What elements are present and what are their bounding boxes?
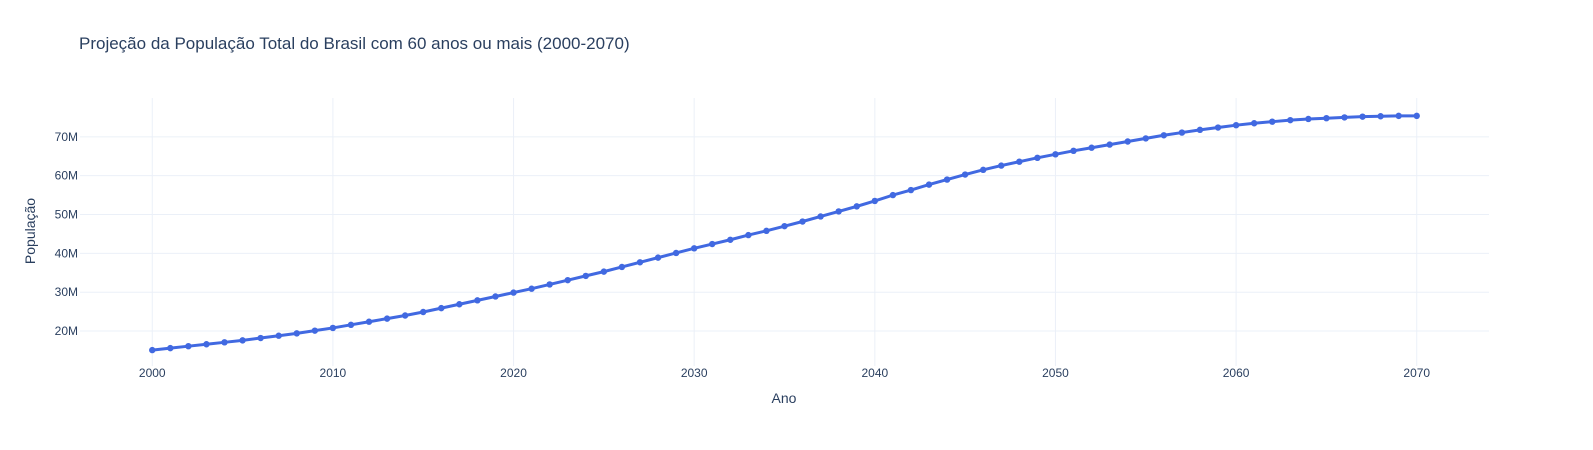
data-point[interactable] xyxy=(655,254,661,260)
data-point[interactable] xyxy=(727,237,733,243)
data-point[interactable] xyxy=(221,339,227,345)
data-point[interactable] xyxy=(565,277,571,283)
data-point[interactable] xyxy=(1341,114,1347,120)
data-point[interactable] xyxy=(1125,138,1131,144)
y-tick-label: 20M xyxy=(55,324,78,338)
data-point[interactable] xyxy=(348,322,354,328)
data-point[interactable] xyxy=(1106,141,1112,147)
data-point[interactable] xyxy=(312,327,318,333)
data-point[interactable] xyxy=(402,312,408,318)
data-point[interactable] xyxy=(1233,122,1239,128)
data-point[interactable] xyxy=(854,203,860,209)
chart-title: Projeção da População Total do Brasil co… xyxy=(79,34,630,53)
data-point[interactable] xyxy=(763,228,769,234)
data-point[interactable] xyxy=(962,171,968,177)
x-tick-label: 2020 xyxy=(500,366,527,380)
data-point[interactable] xyxy=(745,232,751,238)
data-point[interactable] xyxy=(456,301,462,307)
data-point[interactable] xyxy=(1359,113,1365,119)
data-point[interactable] xyxy=(890,192,896,198)
data-point[interactable] xyxy=(1305,116,1311,122)
data-point[interactable] xyxy=(872,198,878,204)
y-gridlines xyxy=(80,137,1489,331)
data-point[interactable] xyxy=(1377,113,1383,119)
data-point[interactable] xyxy=(1016,158,1022,164)
y-tick-label: 60M xyxy=(55,169,78,183)
data-point[interactable] xyxy=(709,241,715,247)
data-point[interactable] xyxy=(980,167,986,173)
data-point[interactable] xyxy=(420,309,426,315)
x-tick-label: 2030 xyxy=(681,366,708,380)
x-tick-label: 2010 xyxy=(320,366,347,380)
data-point[interactable] xyxy=(294,330,300,336)
data-point[interactable] xyxy=(1269,118,1275,124)
data-point[interactable] xyxy=(492,293,498,299)
x-tick-label: 2040 xyxy=(861,366,888,380)
data-point[interactable] xyxy=(1161,132,1167,138)
data-point[interactable] xyxy=(781,223,787,229)
x-tick-label: 2060 xyxy=(1223,366,1250,380)
y-tick-label: 30M xyxy=(55,285,78,299)
data-point[interactable] xyxy=(528,286,534,292)
data-point[interactable] xyxy=(438,305,444,311)
data-point[interactable] xyxy=(1034,155,1040,161)
data-point[interactable] xyxy=(835,208,841,214)
data-point[interactable] xyxy=(1414,113,1420,119)
data-point[interactable] xyxy=(1395,113,1401,119)
y-tick-label: 40M xyxy=(55,246,78,260)
data-point[interactable] xyxy=(1179,129,1185,135)
data-point[interactable] xyxy=(1251,120,1257,126)
data-point[interactable] xyxy=(1088,145,1094,151)
data-point[interactable] xyxy=(673,250,679,256)
data-point[interactable] xyxy=(637,259,643,265)
data-point[interactable] xyxy=(330,325,336,331)
data-point[interactable] xyxy=(691,245,697,251)
data-point[interactable] xyxy=(384,315,390,321)
series-line xyxy=(152,116,1416,350)
data-point[interactable] xyxy=(1070,148,1076,154)
data-point[interactable] xyxy=(619,264,625,270)
data-point[interactable] xyxy=(366,319,372,325)
data-point[interactable] xyxy=(510,289,516,295)
x-tick-label: 2050 xyxy=(1042,366,1069,380)
y-tick-label: 70M xyxy=(55,130,78,144)
data-point[interactable] xyxy=(257,335,263,341)
series-group xyxy=(149,113,1420,354)
y-tick-label: 50M xyxy=(55,208,78,222)
data-point[interactable] xyxy=(1143,135,1149,141)
data-point[interactable] xyxy=(926,181,932,187)
data-point[interactable] xyxy=(998,162,1004,168)
data-point[interactable] xyxy=(203,341,209,347)
data-point[interactable] xyxy=(817,213,823,219)
data-point[interactable] xyxy=(583,273,589,279)
data-point[interactable] xyxy=(601,268,607,274)
x-tick-labels: 2000 2010 2020 2030 2040 2050 2060 2070 xyxy=(139,366,1431,380)
x-tick-label: 2000 xyxy=(139,366,166,380)
data-point[interactable] xyxy=(799,218,805,224)
data-point[interactable] xyxy=(944,176,950,182)
data-point[interactable] xyxy=(1215,124,1221,130)
x-axis-label: Ano xyxy=(772,390,797,406)
data-point[interactable] xyxy=(1287,117,1293,123)
data-point[interactable] xyxy=(276,333,282,339)
y-axis-label: População xyxy=(22,198,38,264)
data-point[interactable] xyxy=(239,337,245,343)
data-point[interactable] xyxy=(1197,127,1203,133)
data-point[interactable] xyxy=(1052,151,1058,157)
x-tick-label: 2070 xyxy=(1403,366,1430,380)
data-point[interactable] xyxy=(167,345,173,351)
data-point[interactable] xyxy=(908,187,914,193)
data-point[interactable] xyxy=(546,281,552,287)
data-point[interactable] xyxy=(185,343,191,349)
data-point[interactable] xyxy=(1323,115,1329,121)
data-point[interactable] xyxy=(149,347,155,353)
data-point[interactable] xyxy=(474,297,480,303)
y-tick-labels: 20M 30M 40M 50M 60M 70M xyxy=(55,130,78,338)
